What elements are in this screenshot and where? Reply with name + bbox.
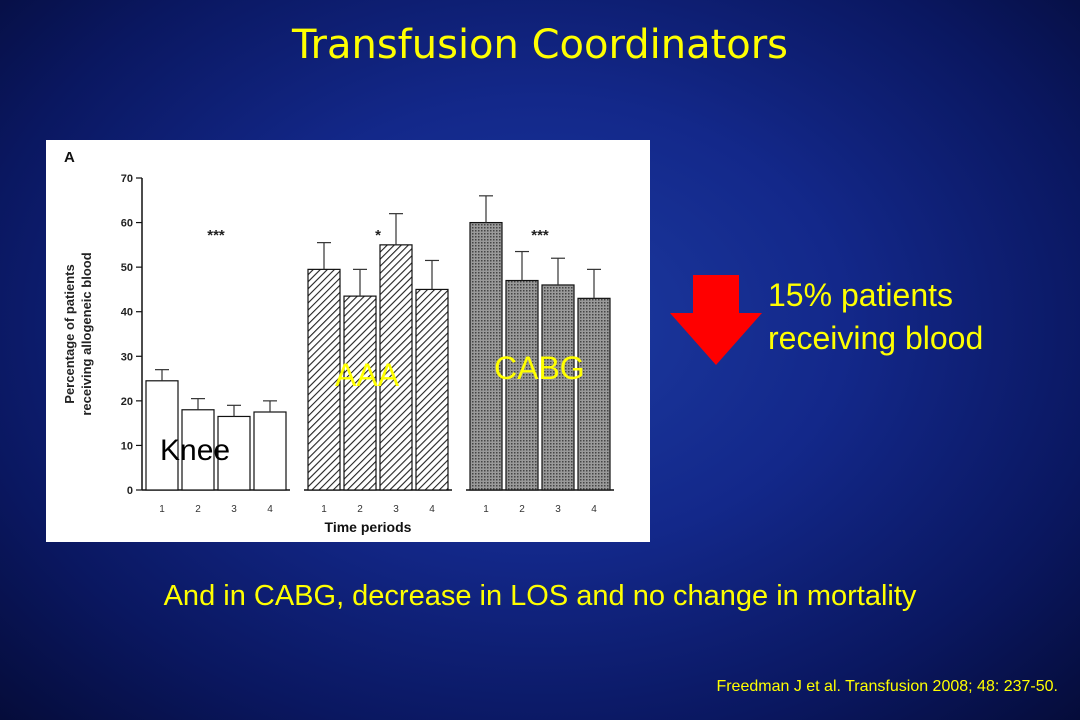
conclusion-text: And in CABG, decrease in LOS and no chan… — [163, 580, 917, 612]
x-axis-label: Time periods — [325, 519, 412, 535]
y-tick-label: 70 — [121, 173, 133, 185]
y-tick-label: 30 — [121, 351, 133, 363]
down-arrow-icon — [670, 275, 762, 365]
panel-label: A — [64, 149, 75, 166]
y-tick-label: 10 — [121, 440, 133, 452]
bar — [415, 288, 449, 491]
y-tick-label: 50 — [121, 262, 133, 274]
y-axis-label: receiving allogeneic blood — [79, 252, 94, 415]
bar — [307, 268, 341, 491]
x-tick-label: 2 — [357, 504, 363, 515]
bar-chart: A 0 10 20 30 40 50 60 70 Percentage of patients re… — [46, 140, 650, 542]
y-tick-label: 40 — [121, 307, 133, 319]
x-tick-label: 1 — [321, 504, 327, 515]
stat-line-2: receiving blood — [768, 320, 984, 356]
y-axis-label: Percentage of patients — [62, 264, 77, 403]
significance-marker: * — [375, 227, 381, 244]
bar — [217, 415, 251, 491]
x-tick-label: 2 — [519, 504, 525, 515]
y-tick-label: 20 — [121, 396, 133, 408]
bar — [253, 411, 287, 491]
significance-marker: *** — [207, 227, 225, 244]
x-tick-label: 4 — [267, 504, 273, 515]
x-tick-label: 3 — [555, 504, 561, 515]
x-tick-label: 1 — [159, 504, 165, 515]
slide-title: Transfusion Coordinators — [291, 22, 789, 68]
bar — [577, 297, 611, 491]
x-tick-label: 4 — [591, 504, 597, 515]
bar — [541, 284, 575, 491]
x-tick-label: 3 — [393, 504, 399, 515]
x-tick-label: 1 — [483, 504, 489, 515]
knee-label: Knee — [160, 434, 231, 467]
bar — [379, 244, 413, 491]
x-tick-label: 3 — [231, 504, 237, 515]
significance-marker: *** — [531, 227, 549, 244]
y-tick-label: 60 — [121, 218, 133, 230]
chart-svg: A 0 10 20 30 40 50 60 70 Percentage of patients re… — [62, 149, 614, 535]
y-tick-label: 0 — [127, 485, 133, 497]
bar — [343, 295, 377, 491]
cabg-label: CABG — [494, 350, 585, 386]
aaa-label: AAA — [335, 357, 400, 393]
bar — [469, 221, 503, 491]
stat-line-1: 15% patients — [768, 277, 954, 313]
citation: Freedman J et al. Transfusion 2008; 48: … — [716, 678, 1058, 695]
x-tick-label: 4 — [429, 504, 435, 515]
x-tick-label: 2 — [195, 504, 201, 515]
stat-text: 15% patients receiving blood — [768, 274, 983, 360]
